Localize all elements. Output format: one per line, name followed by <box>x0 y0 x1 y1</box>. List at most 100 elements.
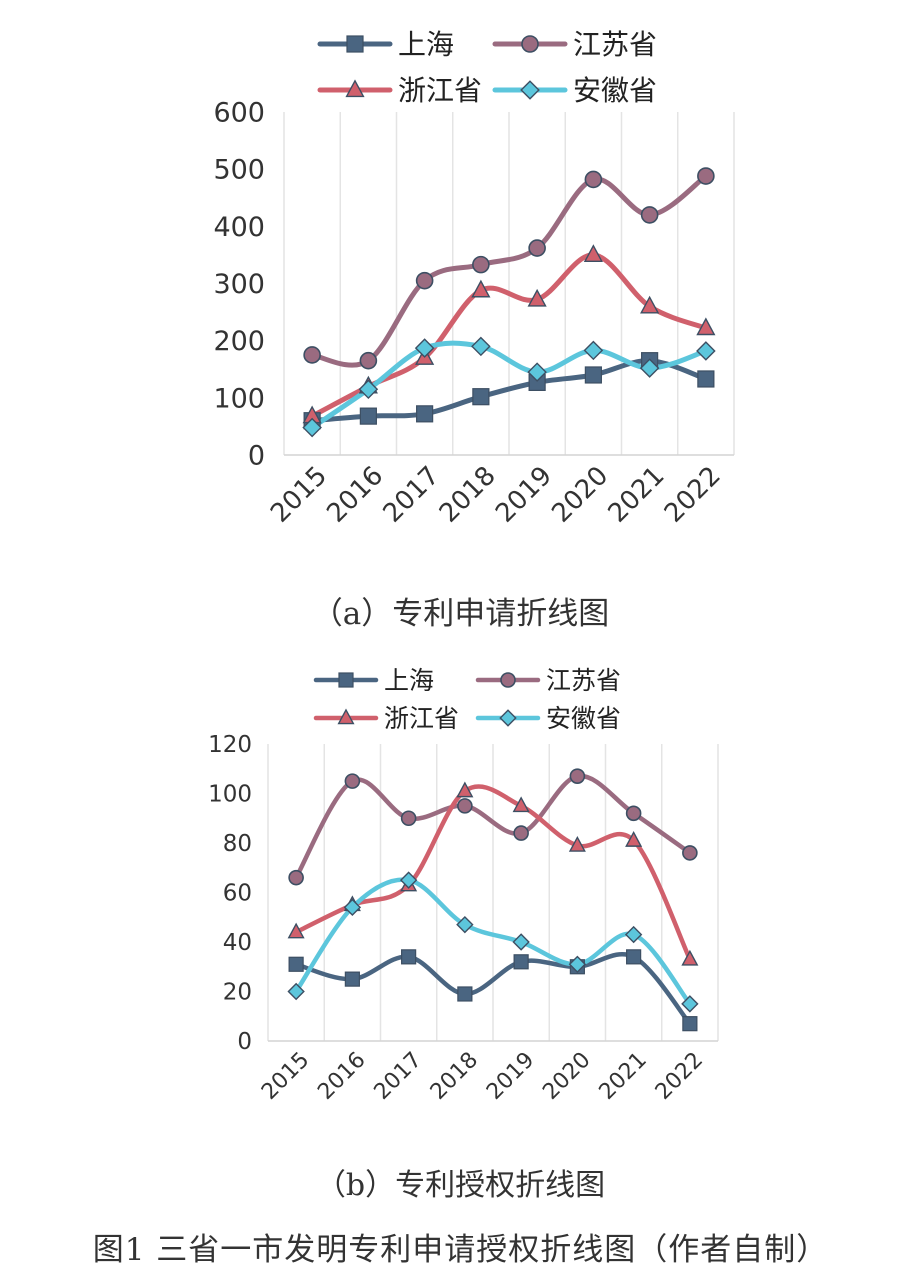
data-point <box>682 1016 698 1032</box>
legend-item: 江苏省 <box>475 666 621 695</box>
legend-marker <box>499 709 517 727</box>
series-3-markers <box>287 871 699 1013</box>
y-tick-label: 600 <box>213 97 265 128</box>
legend-item: 江苏省 <box>492 28 657 61</box>
x-tick-label: 2015 <box>265 461 333 529</box>
data-point <box>583 244 603 263</box>
data-point <box>568 835 586 852</box>
data-point <box>456 915 474 934</box>
y-tick-label: 200 <box>213 326 265 357</box>
data-point <box>640 295 660 314</box>
x-tick-label: 2017 <box>378 461 446 529</box>
data-point <box>401 949 417 965</box>
data-point <box>681 995 699 1013</box>
data-point <box>584 366 602 384</box>
x-tick-label: 2017 <box>370 1048 427 1105</box>
y-tick-label: 80 <box>223 831 252 857</box>
data-point <box>569 768 586 784</box>
x-tick-label: 2018 <box>434 461 502 529</box>
chart-patent-applications: 0100200300400500600201520162017201820192… <box>213 28 735 529</box>
x-tick-label: 2016 <box>313 1048 370 1105</box>
legend-item: 安徽省 <box>475 704 621 733</box>
y-tick-label: 500 <box>213 155 265 186</box>
data-point <box>681 949 699 966</box>
legend-label: 江苏省 <box>546 666 621 695</box>
y-tick-label: 400 <box>213 212 265 243</box>
data-point <box>568 955 587 973</box>
data-point <box>512 933 530 951</box>
data-point <box>457 798 473 814</box>
data-point <box>697 370 715 388</box>
y-tick-label: 100 <box>208 782 252 808</box>
y-tick-label: 0 <box>237 1029 252 1055</box>
x-tick-label: 2019 <box>482 1048 539 1105</box>
caption-b: （b）专利授权折线图 <box>315 1168 606 1203</box>
x-tick-label: 2022 <box>651 1048 708 1105</box>
data-point <box>343 898 362 917</box>
figure-caption: 图1 三省一市发明专利申请授权折线图（作者自制） <box>92 1232 829 1268</box>
data-point <box>639 358 660 378</box>
data-point <box>358 379 379 400</box>
x-tick-label: 2020 <box>538 1048 595 1105</box>
data-point <box>682 845 698 861</box>
data-point <box>527 362 547 382</box>
data-point <box>513 954 529 970</box>
series-1-markers <box>303 167 715 370</box>
x-tick-label: 2018 <box>426 1048 483 1105</box>
y-tick-label: 300 <box>213 269 265 300</box>
y-tick-label: 120 <box>208 732 252 758</box>
legend-label: 浙江省 <box>398 74 482 107</box>
data-point <box>303 346 321 364</box>
data-point <box>472 388 490 406</box>
data-point <box>697 167 715 185</box>
data-point <box>471 279 491 298</box>
legend-marker <box>338 672 354 688</box>
legend-marker <box>520 80 540 100</box>
data-point <box>583 340 604 361</box>
legend-label: 江苏省 <box>573 28 657 61</box>
legend-label: 上海 <box>384 666 434 695</box>
data-point <box>288 956 304 972</box>
data-point <box>287 982 305 1001</box>
legend-marker <box>346 35 364 53</box>
legend-marker <box>500 672 516 688</box>
legend-item: 上海 <box>313 666 434 695</box>
data-point <box>624 925 643 944</box>
x-tick-label: 2015 <box>257 1048 314 1105</box>
data-point <box>625 830 643 847</box>
series-1-markers <box>288 768 698 886</box>
data-point <box>288 869 304 886</box>
chart-patent-grants: 0204060801001202015201620172018201920202… <box>208 666 719 1105</box>
legend-label: 安徽省 <box>573 74 657 107</box>
data-point <box>400 810 417 827</box>
data-point <box>344 773 361 789</box>
y-tick-label: 0 <box>248 440 265 471</box>
legend-label: 浙江省 <box>384 704 459 733</box>
legend-marker <box>337 708 355 725</box>
legend-marker <box>345 79 365 98</box>
caption-a: （a）专利申请折线图 <box>311 596 610 632</box>
data-point <box>302 417 322 438</box>
data-point <box>359 351 378 370</box>
y-tick-label: 60 <box>223 881 252 907</box>
x-tick-label: 2019 <box>490 461 558 529</box>
legend-item: 浙江省 <box>313 704 459 733</box>
data-point <box>359 407 377 425</box>
x-tick-label: 2022 <box>659 461 727 529</box>
data-point <box>456 781 474 798</box>
data-point <box>696 341 716 361</box>
y-tick-label: 100 <box>213 383 265 414</box>
data-point <box>414 338 435 358</box>
data-point <box>415 271 434 290</box>
legend-label: 上海 <box>398 28 454 61</box>
data-point <box>640 206 659 224</box>
data-point <box>513 825 529 841</box>
x-tick-label: 2020 <box>546 461 614 529</box>
data-point <box>344 971 360 987</box>
data-point <box>416 405 434 423</box>
y-tick-label: 40 <box>223 930 252 956</box>
x-tick-label: 2021 <box>603 461 671 529</box>
data-point <box>457 986 473 1002</box>
x-tick-label: 2016 <box>321 461 389 529</box>
legend-label: 安徽省 <box>546 704 621 733</box>
